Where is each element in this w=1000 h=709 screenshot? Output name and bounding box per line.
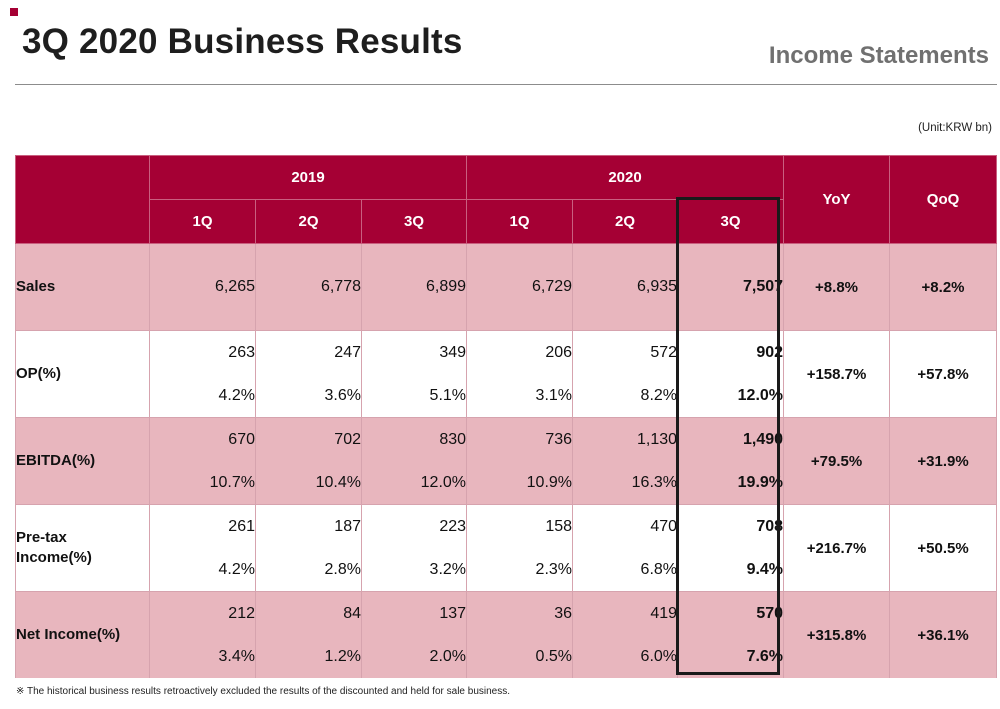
value-cell: 736 [466, 417, 574, 461]
yoy-cell: +216.7% [783, 504, 891, 592]
row-pretax-income: Pre-tax Income(%) 261 187 223 158 470 70… [15, 504, 998, 592]
ratio-cell: 16.3% [572, 461, 679, 505]
quarter-header: 3Q [677, 199, 785, 244]
section-subtitle: Income Statements [768, 42, 989, 69]
qoq-header: QoQ [889, 155, 998, 244]
ratio-cell: 10.7% [149, 461, 256, 505]
row-ebitda-ratio: 10.7% 10.4% 12.0% 10.9% 16.3% 19.9% [16, 461, 997, 505]
value-cell: 830 [360, 417, 468, 461]
yoy-cell: +79.5% [783, 417, 891, 505]
value-cell-current: 570 [677, 591, 785, 635]
row-label: Net Income(%) [15, 591, 150, 678]
value-cell: 6,265 [149, 243, 256, 331]
quarter-header: 3Q [360, 199, 468, 244]
row-pretax-ratio: 4.2% 2.8% 3.2% 2.3% 6.8% 9.4% [16, 548, 997, 592]
ratio-cell: 3.4% [149, 635, 256, 678]
unit-note: (Unit:KRW bn) [918, 122, 992, 134]
yoy-cell: +8.8% [783, 243, 891, 331]
value-cell: 6,778 [255, 243, 362, 331]
ratio-cell-current: 7.6% [677, 635, 785, 678]
quarter-header: 2Q [255, 199, 362, 244]
value-cell: 158 [466, 504, 574, 548]
yoy-cell: +158.7% [783, 330, 891, 418]
quarter-header: 1Q [466, 199, 574, 244]
ratio-cell: 6.0% [572, 635, 679, 678]
value-cell-current: 708 [677, 504, 785, 548]
row-net-income: Net Income(%) 212 84 137 36 419 570 +315… [15, 591, 998, 678]
row-label: Pre-tax Income(%) [15, 504, 150, 592]
value-cell: 247 [255, 330, 362, 374]
ratio-cell: 2.0% [360, 635, 468, 678]
title-divider [15, 84, 997, 85]
value-cell: 702 [255, 417, 362, 461]
ratio-cell: 1.2% [255, 635, 362, 678]
ratio-cell: 10.4% [255, 461, 362, 505]
qoq-cell: +50.5% [889, 504, 998, 592]
year-header-2019: 2019 [148, 155, 468, 200]
ratio-cell: 5.1% [360, 374, 468, 418]
ratio-cell: 4.2% [149, 374, 256, 418]
value-cell: 6,935 [572, 243, 679, 331]
ratio-cell: 6.8% [572, 548, 679, 592]
ratio-cell: 3.6% [255, 374, 362, 418]
value-cell: 419 [572, 591, 679, 635]
ratio-cell: 0.5% [466, 635, 574, 678]
row-label: Sales [15, 243, 150, 331]
ratio-cell: 2.8% [255, 548, 362, 592]
ratio-cell-current: 9.4% [677, 548, 785, 592]
qoq-cell: +31.9% [889, 417, 998, 505]
header-blank [15, 155, 150, 244]
row-op: OP(%) 263 247 349 206 572 902 +158.7% +5… [15, 330, 998, 418]
value-cell: 349 [360, 330, 468, 374]
year-header-2020: 2020 [466, 155, 785, 200]
value-cell-current: 902 [677, 330, 785, 374]
row-op-ratio: 4.2% 3.6% 5.1% 3.1% 8.2% 12.0% [16, 374, 997, 418]
value-cell: 261 [149, 504, 256, 548]
value-cell-current: 7,507 [677, 243, 785, 331]
row-label-line1: Pre-tax [16, 529, 67, 546]
ratio-cell: 3.1% [466, 374, 574, 418]
ratio-cell: 10.9% [466, 461, 574, 505]
ratio-cell: 3.2% [360, 548, 468, 592]
page-title: 3Q 2020 Business Results [22, 22, 463, 61]
value-cell: 572 [572, 330, 679, 374]
qoq-cell: +8.2% [889, 243, 998, 331]
yoy-header: YoY [783, 155, 891, 244]
value-cell: 137 [360, 591, 468, 635]
row-sales: Sales 6,265 6,778 6,899 6,729 6,935 7,50… [15, 243, 998, 331]
yoy-cell: +315.8% [783, 591, 891, 678]
value-cell: 263 [149, 330, 256, 374]
value-cell: 206 [466, 330, 574, 374]
row-net-income-ratio: 3.4% 1.2% 2.0% 0.5% 6.0% 7.6% [16, 635, 997, 678]
value-cell: 187 [255, 504, 362, 548]
footnote: ※ The historical business results retroa… [16, 686, 511, 697]
ratio-cell-current: 12.0% [677, 374, 785, 418]
quarter-header: 2Q [572, 199, 679, 244]
qoq-cell: +57.8% [889, 330, 998, 418]
value-cell: 470 [572, 504, 679, 548]
ratio-cell-current: 19.9% [677, 461, 785, 505]
value-cell: 212 [149, 591, 256, 635]
row-label: EBITDA(%) [15, 417, 150, 505]
qoq-cell: +36.1% [889, 591, 998, 678]
row-label-line2: Income(%) [16, 549, 92, 566]
ratio-cell: 12.0% [360, 461, 468, 505]
value-cell: 6,899 [360, 243, 468, 331]
value-cell: 1,130 [572, 417, 679, 461]
value-cell: 84 [255, 591, 362, 635]
value-cell-current: 1,490 [677, 417, 785, 461]
value-cell: 223 [360, 504, 468, 548]
income-statement-table: 2019 2020 YoY QoQ 1Q 2Q 3Q 1Q 2Q 3Q Sale… [15, 155, 998, 678]
ratio-cell: 2.3% [466, 548, 574, 592]
corner-mark [10, 8, 18, 16]
value-cell: 36 [466, 591, 574, 635]
quarter-header: 1Q [149, 199, 256, 244]
value-cell: 6,729 [466, 243, 574, 331]
row-label: OP(%) [15, 330, 150, 418]
value-cell: 670 [149, 417, 256, 461]
row-ebitda: EBITDA(%) 670 702 830 736 1,130 1,490 +7… [15, 417, 998, 505]
ratio-cell: 4.2% [149, 548, 256, 592]
ratio-cell: 8.2% [572, 374, 679, 418]
